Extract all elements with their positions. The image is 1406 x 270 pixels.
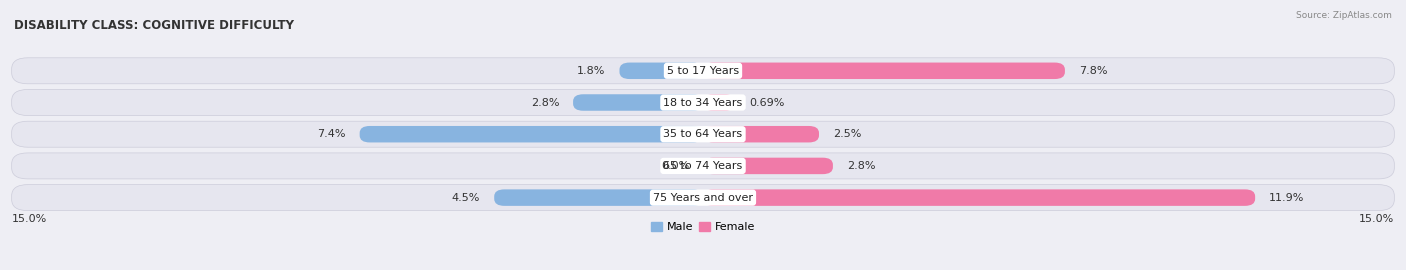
Text: 7.8%: 7.8% [1078,66,1108,76]
FancyBboxPatch shape [11,58,1395,84]
Text: 15.0%: 15.0% [1360,214,1395,224]
FancyBboxPatch shape [495,189,703,206]
Text: 2.5%: 2.5% [832,129,862,139]
Text: 0.69%: 0.69% [749,97,785,107]
Text: 4.5%: 4.5% [451,193,481,202]
FancyBboxPatch shape [703,189,1256,206]
FancyBboxPatch shape [703,94,735,111]
Text: 75 Years and over: 75 Years and over [652,193,754,202]
Text: DISABILITY CLASS: COGNITIVE DIFFICULTY: DISABILITY CLASS: COGNITIVE DIFFICULTY [14,19,294,32]
Text: 1.8%: 1.8% [578,66,606,76]
FancyBboxPatch shape [620,63,703,79]
FancyBboxPatch shape [11,121,1395,147]
Text: 0.0%: 0.0% [661,161,689,171]
Text: 65 to 74 Years: 65 to 74 Years [664,161,742,171]
Text: 18 to 34 Years: 18 to 34 Years [664,97,742,107]
Text: 5 to 17 Years: 5 to 17 Years [666,66,740,76]
Text: 2.8%: 2.8% [846,161,876,171]
Text: 35 to 64 Years: 35 to 64 Years [664,129,742,139]
FancyBboxPatch shape [11,89,1395,116]
FancyBboxPatch shape [703,63,1064,79]
Text: 11.9%: 11.9% [1270,193,1305,202]
FancyBboxPatch shape [703,126,818,143]
Legend: Male, Female: Male, Female [647,217,759,237]
Text: 2.8%: 2.8% [530,97,560,107]
Text: 7.4%: 7.4% [318,129,346,139]
FancyBboxPatch shape [11,153,1395,179]
FancyBboxPatch shape [11,185,1395,211]
FancyBboxPatch shape [703,158,832,174]
FancyBboxPatch shape [574,94,703,111]
Text: Source: ZipAtlas.com: Source: ZipAtlas.com [1296,11,1392,20]
Text: 15.0%: 15.0% [11,214,46,224]
FancyBboxPatch shape [360,126,703,143]
